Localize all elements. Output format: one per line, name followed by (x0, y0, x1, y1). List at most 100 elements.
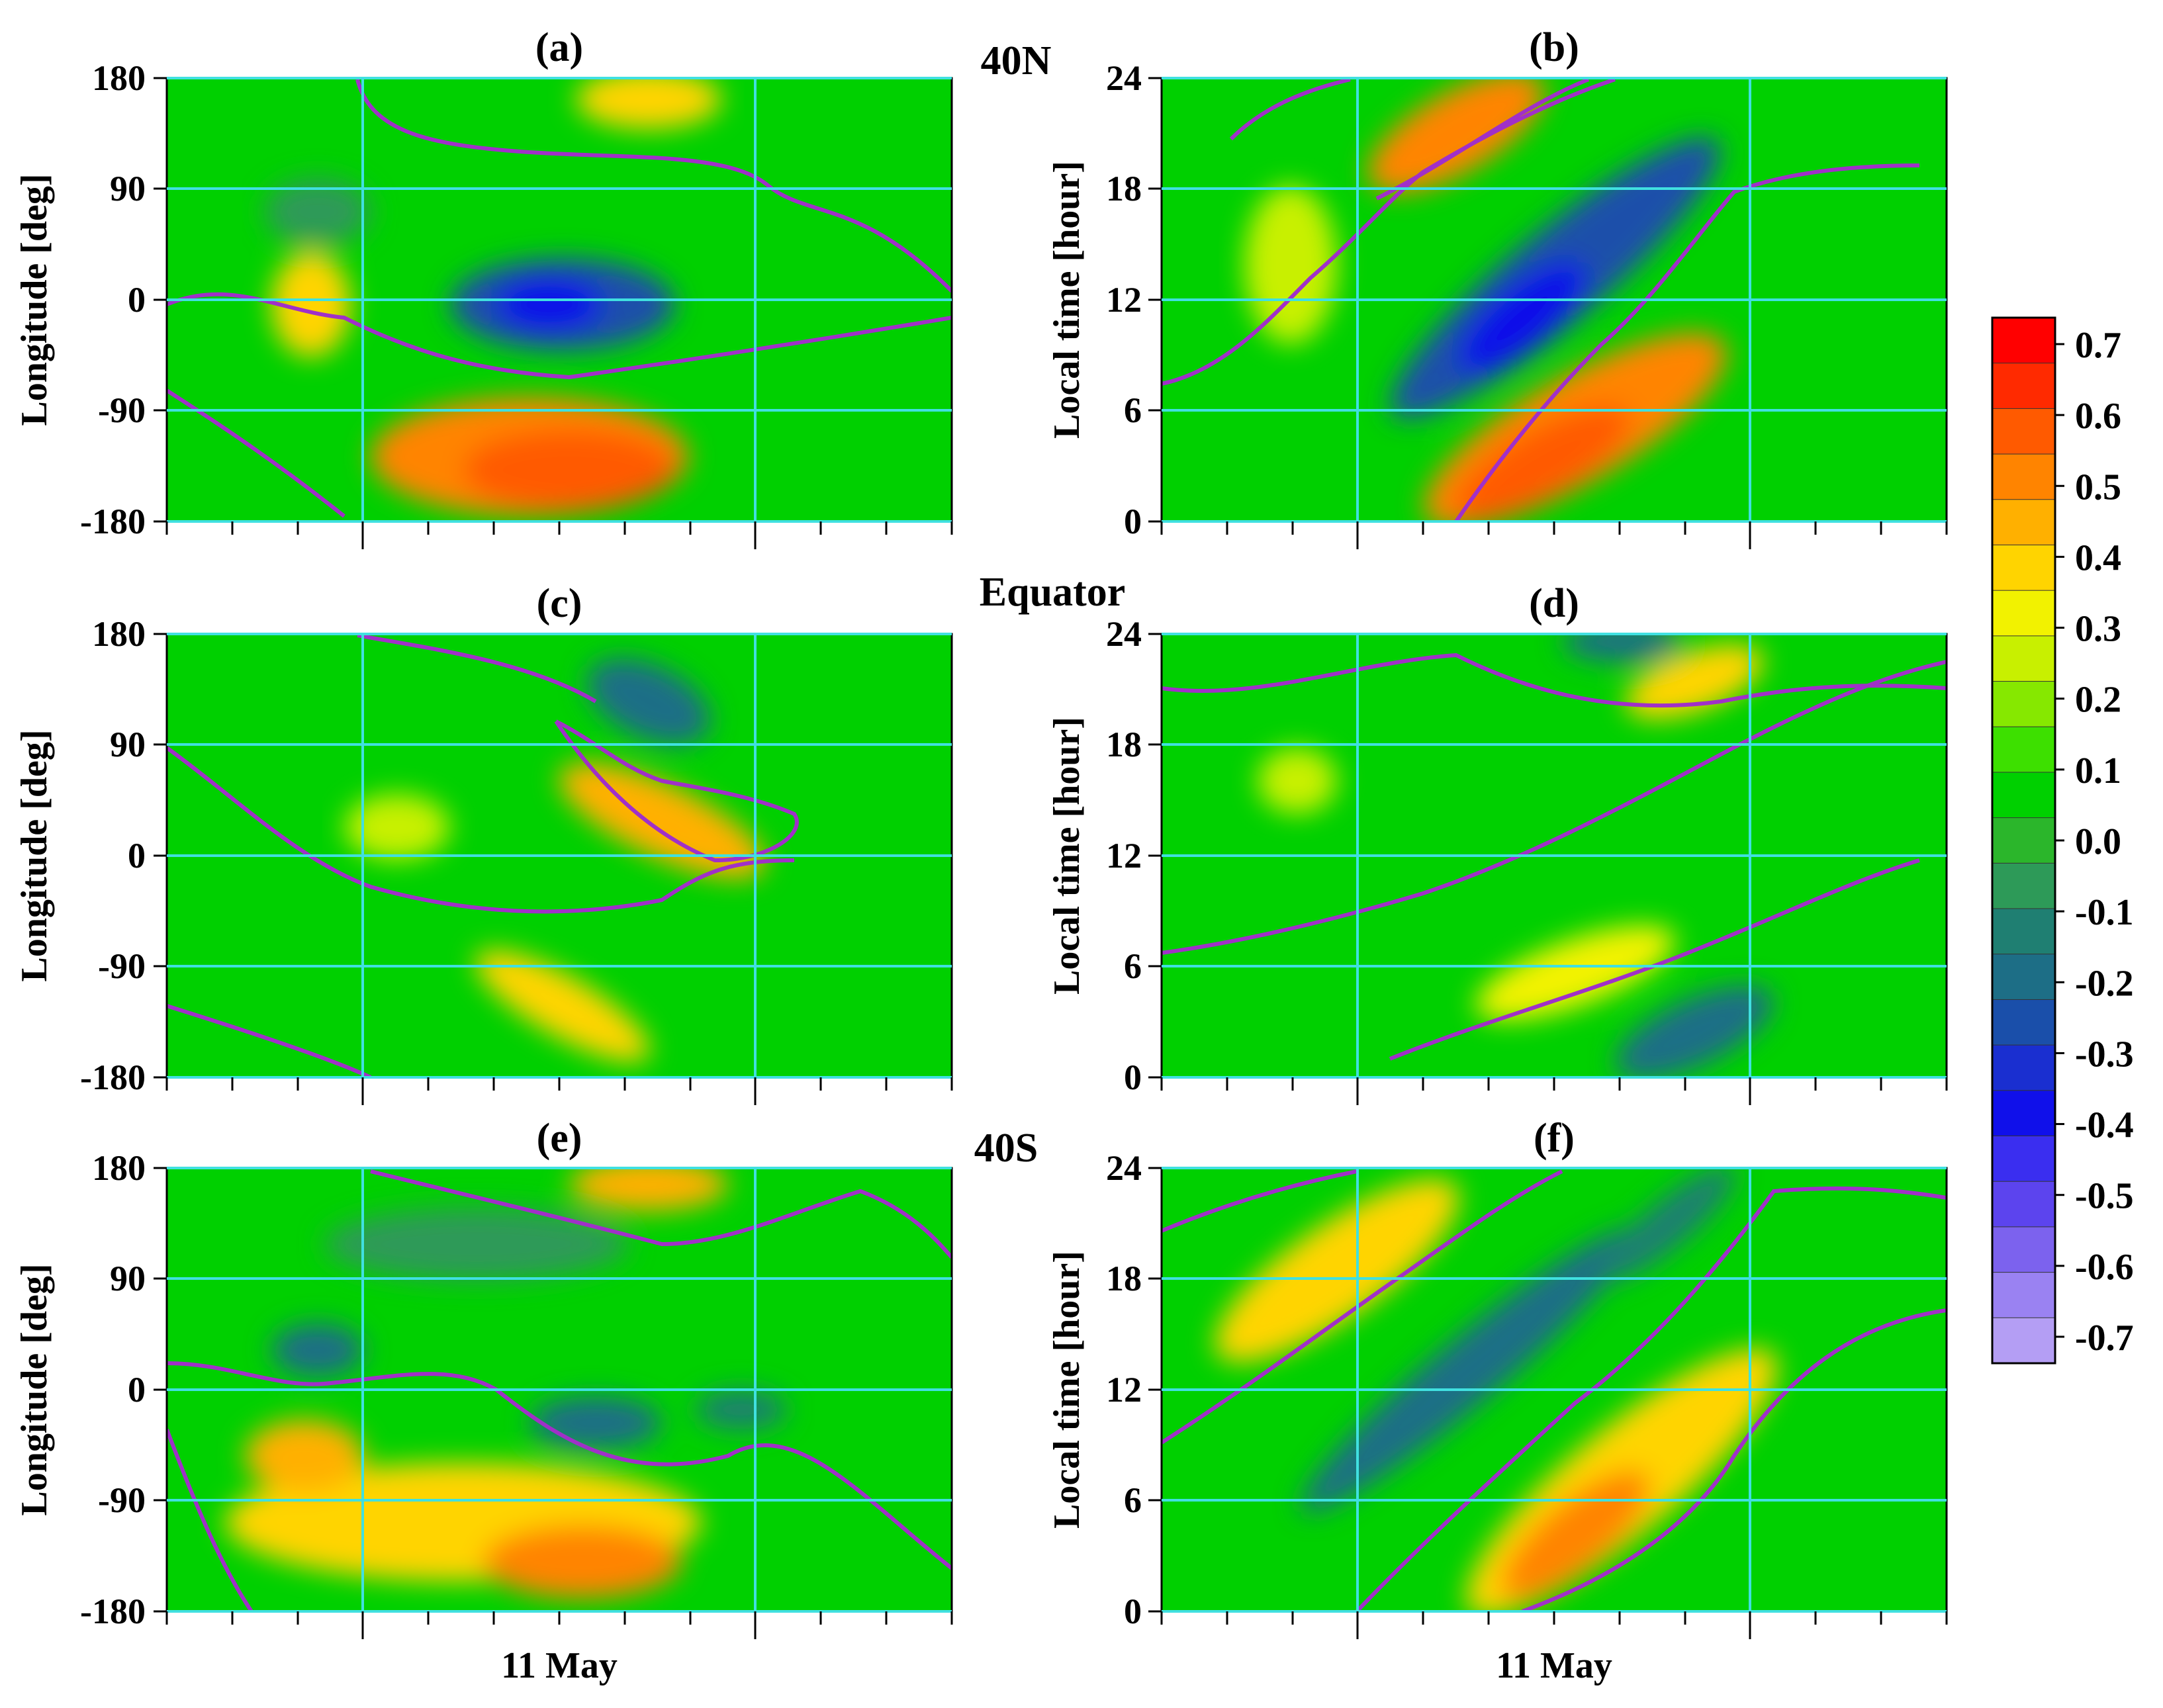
panel-d: 24 18 12 6 0 Local time [hour] (d) (1046, 581, 1948, 1105)
panel-label: (f) (1534, 1116, 1575, 1161)
contour-line (167, 388, 345, 518)
panel-b: 24 18 12 6 0 Local time [hour] (b) (1046, 25, 1948, 549)
heatmap-b (1162, 78, 1947, 521)
y-tick-label: 0 (1124, 1592, 1142, 1631)
y-tick-labels: 180 90 0 -90 -180 (80, 614, 146, 1097)
warm-anomaly (245, 1419, 364, 1492)
colorbar-swatch (1992, 1044, 2056, 1091)
warm-anomaly (1367, 78, 1545, 193)
y-tick-label: -90 (98, 390, 146, 430)
cold-anomaly (1615, 985, 1774, 1077)
heatmap-a (167, 78, 952, 521)
y-ticks (154, 633, 167, 1079)
grid (167, 1167, 952, 1613)
warm-anomaly (1215, 1179, 1459, 1363)
colorbar-tick-label: -0.4 (2075, 1105, 2134, 1146)
y-tick-label: 24 (1106, 614, 1142, 654)
colorbar-swatches (1992, 317, 2056, 1365)
y-tick-label: -90 (98, 1480, 146, 1520)
contour-line (167, 634, 597, 1077)
warm-anomaly (463, 430, 675, 510)
colorbar-tick-label: -0.7 (2075, 1318, 2134, 1359)
cold-anomaly (496, 278, 602, 331)
colorbar-swatch (1992, 363, 2056, 410)
colorbar-swatch (1992, 681, 2056, 728)
y-tick-label: 180 (92, 58, 146, 98)
colorbar-swatch (1992, 1136, 2056, 1183)
y-tick-labels: 180 90 0 -90 -180 (80, 58, 146, 541)
contour-line (1162, 1169, 1563, 1445)
warm-anomaly (576, 78, 721, 129)
panel-e: 180 90 0 -90 -180 Longitude [deg] 11 May… (14, 1116, 1038, 1686)
x-axis-label: 11 May (501, 1645, 618, 1686)
colorbar-tick-label: -0.5 (2075, 1176, 2134, 1217)
panel-label: (e) (537, 1116, 582, 1161)
y-ticks (154, 1167, 167, 1613)
y-ticks (1148, 1167, 1162, 1613)
warm-anomaly (569, 1168, 728, 1211)
cold-anomaly (1301, 1227, 1638, 1513)
cold-anomaly (271, 1324, 364, 1376)
cold-anomaly (529, 1396, 662, 1449)
y-tick-label: 0 (1124, 1057, 1142, 1097)
y-tick-label: 0 (1124, 502, 1142, 541)
x-ticks (1160, 1611, 1948, 1639)
warm-anomaly (1454, 406, 1630, 521)
colorbar-swatch (1992, 862, 2056, 910)
contour-line (1162, 78, 1616, 386)
cold-anomaly (695, 1390, 788, 1429)
y-axis-label: Local time [hour] (1046, 1251, 1087, 1529)
heatmap-e (167, 1168, 952, 1611)
cold-anomaly (265, 179, 371, 245)
heatmap-c (167, 634, 952, 1077)
panel-label: (d) (1529, 581, 1579, 626)
colorbar: 0.7 0.6 0.5 0.4 0.3 0.2 0.1 0.0 -0.1 -0.2 -0.3 -0.4… (1991, 316, 2134, 1365)
warm-anomaly (344, 794, 450, 860)
colorbar-swatch (1992, 635, 2056, 682)
colorbar-swatch (1992, 590, 2056, 637)
colorbar-tick-label: 0.1 (2075, 750, 2121, 791)
contour-line (1389, 858, 1920, 1061)
y-tick-label: 0 (128, 836, 146, 876)
region-label: Equator (980, 570, 1125, 615)
colorbar-swatch (1992, 1272, 2056, 1319)
contour-line (355, 79, 952, 293)
y-axis-label: Longitude [deg] (14, 173, 55, 426)
x-ticks (1160, 521, 1948, 549)
contour-line (1521, 1308, 1947, 1611)
colorbar-tick-label: 0.2 (2075, 680, 2121, 721)
y-tick-label: -180 (80, 1592, 146, 1631)
colorbar-swatch (1992, 772, 2056, 819)
y-tick-label: -90 (98, 946, 146, 986)
heatmap-f (1162, 1168, 1947, 1611)
y-tick-label: 18 (1106, 169, 1142, 208)
x-axis-label: 11 May (1496, 1645, 1612, 1686)
cold-anomaly (1600, 1168, 1736, 1282)
contour-line (167, 1428, 253, 1611)
y-tick-label: 12 (1106, 1370, 1142, 1410)
y-tick-label: 24 (1106, 1148, 1142, 1188)
panel-f: 24 18 12 6 0 Local time [hour] 11 May (f… (1046, 1116, 1948, 1686)
colorbar-tick-label: 0.3 (2075, 609, 2121, 650)
warm-anomaly (1244, 185, 1337, 344)
panel-a: 180 90 0 -90 -180 Longitude [deg] (a) 40… (14, 25, 1051, 549)
region-label: 40S (974, 1126, 1038, 1171)
y-tick-label: -180 (80, 1057, 146, 1097)
y-ticks (154, 77, 167, 523)
y-tick-label: 18 (1106, 1259, 1142, 1298)
colorbar-swatch (1992, 726, 2056, 773)
panel-label: (c) (537, 581, 582, 626)
y-tick-label: 180 (92, 614, 146, 654)
colorbar-swatch (1992, 1317, 2056, 1365)
colorbar-tick-label: 0.5 (2075, 467, 2121, 508)
warm-anomaly (1258, 748, 1337, 814)
y-axis-label: Local time [hour] (1046, 161, 1087, 439)
colorbar-swatch (1992, 908, 2056, 955)
panel-label: (b) (1529, 25, 1579, 70)
y-tick-label: 90 (110, 169, 146, 208)
y-tick-label: 90 (110, 725, 146, 764)
y-tick-label: 0 (128, 1370, 146, 1410)
cold-anomaly (1458, 261, 1587, 374)
colorbar-tick-label: -0.6 (2075, 1247, 2134, 1288)
x-ticks (165, 521, 953, 549)
